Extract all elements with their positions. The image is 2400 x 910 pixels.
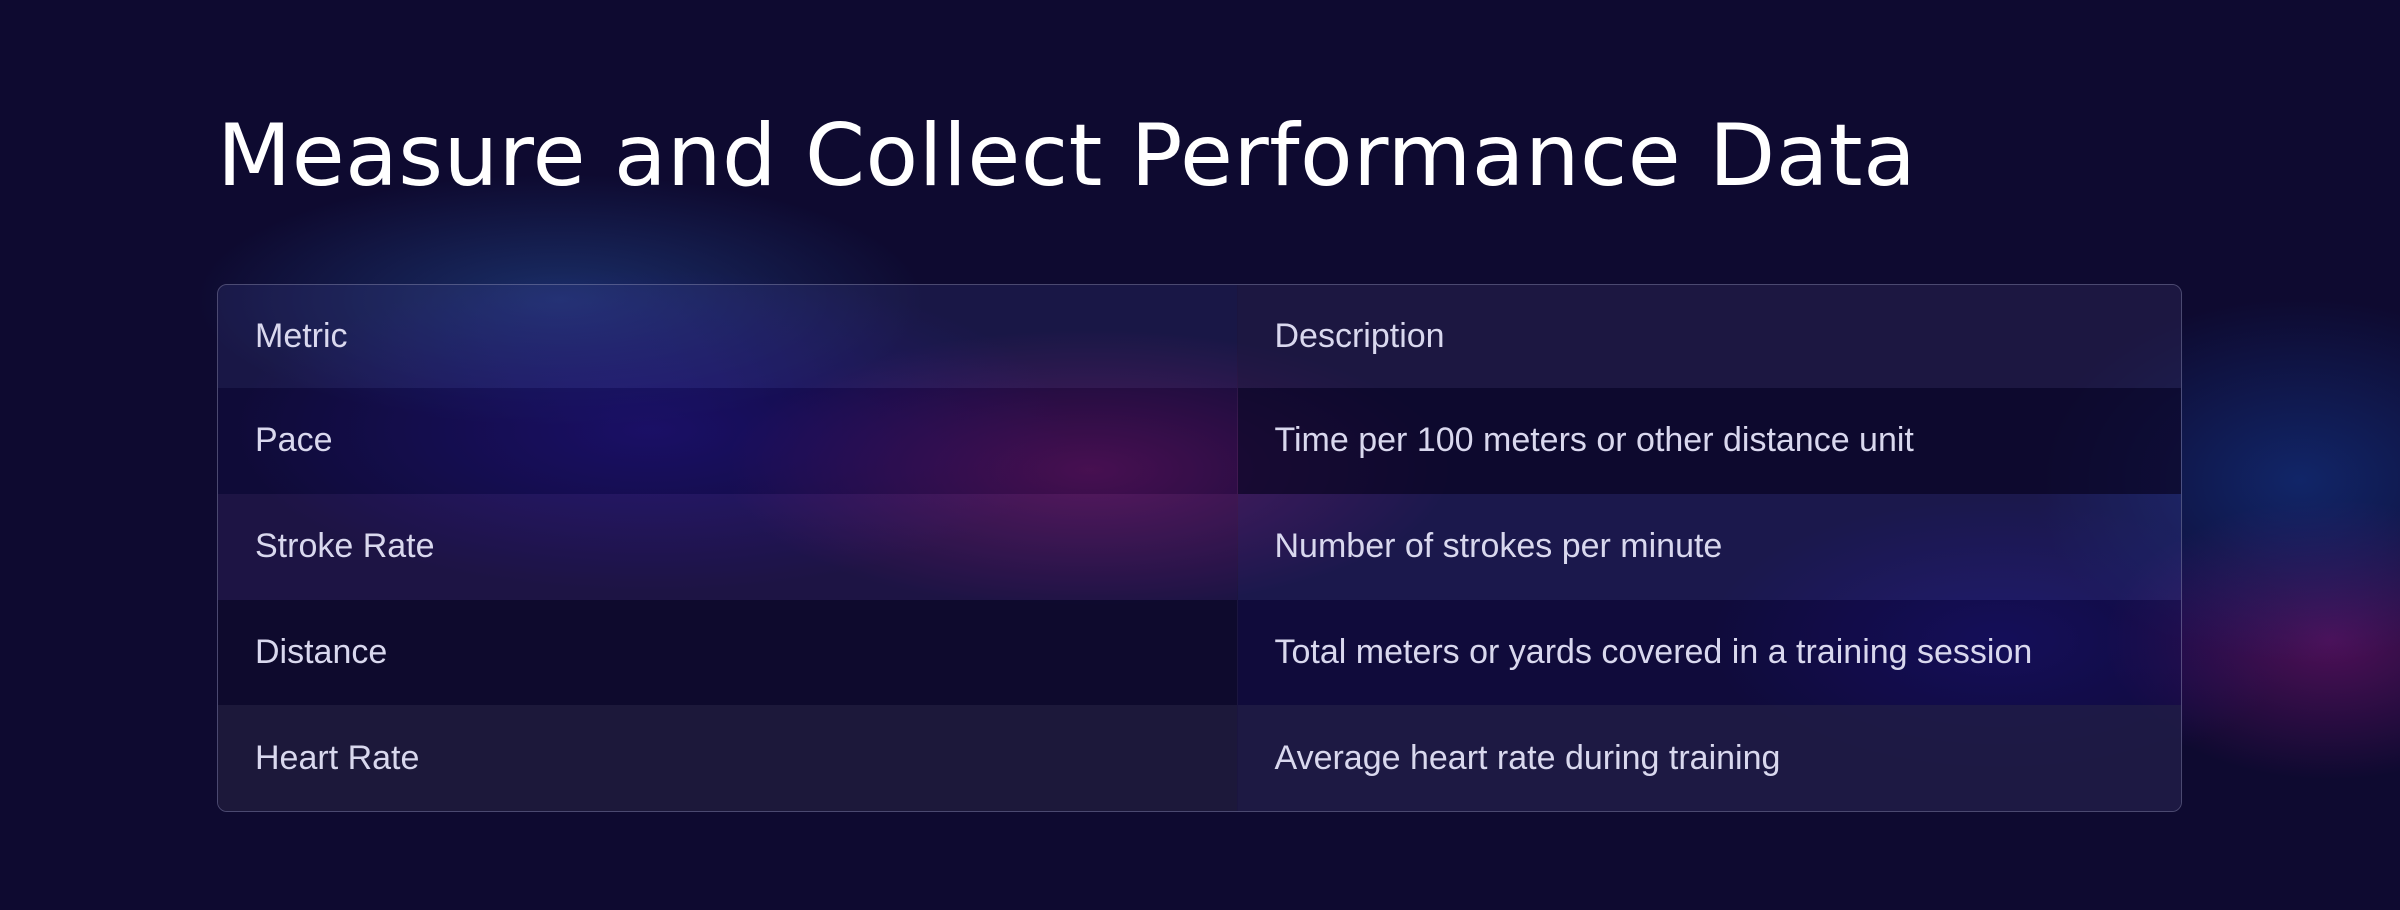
table-row: Heart Rate Average heart rate during tra… (218, 705, 2181, 811)
metrics-table-grid: Metric Description Pace Time per 100 met… (218, 285, 2181, 811)
table-row: Stroke Rate Number of strokes per minute (218, 493, 2181, 600)
page-title: Measure and Collect Performance Data (217, 106, 1917, 206)
metric-cell: Heart Rate (218, 705, 1237, 811)
metric-cell: Stroke Rate (218, 493, 1237, 600)
header-metric: Metric (218, 285, 1237, 388)
metric-cell: Distance (218, 599, 1237, 706)
description-cell: Total meters or yards covered in a train… (1236, 599, 2181, 706)
table-row: Pace Time per 100 meters or other distan… (218, 388, 2181, 494)
description-cell: Number of strokes per minute (1236, 493, 2181, 600)
description-cell: Time per 100 meters or other distance un… (1236, 388, 2181, 494)
metric-cell: Pace (218, 388, 1237, 494)
table-row: Distance Total meters or yards covered i… (218, 599, 2181, 706)
metrics-table: Metric Description Pace Time per 100 met… (217, 284, 2182, 812)
table-header-row: Metric Description (218, 285, 2181, 388)
description-cell: Average heart rate during training (1236, 705, 2181, 811)
header-description: Description (1236, 285, 2181, 388)
